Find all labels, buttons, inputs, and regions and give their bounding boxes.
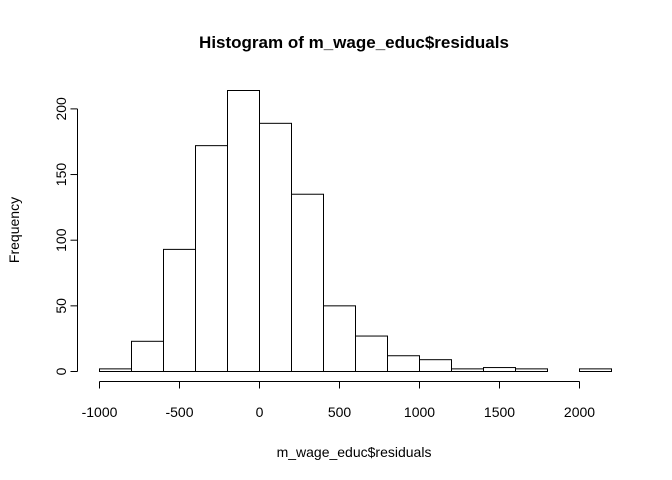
x-axis-tick-label: 500 (328, 404, 352, 420)
histogram-bar (323, 305, 356, 372)
histogram-bar (291, 193, 324, 372)
x-axis-tick-label: -1000 (82, 404, 118, 420)
x-axis-tick-label: -500 (165, 404, 193, 420)
y-axis-tick-label: 200 (53, 97, 69, 121)
x-axis-tick-label: 2000 (564, 404, 595, 420)
x-axis-tick-label: 0 (256, 404, 264, 420)
y-axis-ticks: 0 50 100 150 200 (53, 97, 78, 375)
y-axis-tick-label: 100 (53, 228, 69, 252)
y-axis-tick-label: 0 (53, 367, 69, 375)
histogram-bar (451, 368, 484, 373)
histogram-bars (99, 90, 612, 373)
histogram-bar (99, 368, 132, 373)
histogram-bar (483, 367, 516, 373)
histogram-bar (419, 359, 452, 373)
histogram-bar (227, 90, 260, 372)
x-axis-tick-label: 1500 (484, 404, 515, 420)
x-axis-tick-label: 1000 (404, 404, 435, 420)
x-axis-label: m_wage_educ$residuals (277, 444, 432, 460)
histogram-bar (355, 335, 388, 372)
histogram-bar (195, 145, 228, 372)
histogram-bar (163, 248, 196, 372)
y-axis-tick-label: 150 (53, 163, 69, 187)
histogram-bar (131, 340, 164, 373)
y-axis-tick-label: 50 (53, 298, 69, 314)
histogram-bar (259, 122, 292, 372)
chart-title: Histogram of m_wage_educ$residuals (199, 33, 509, 52)
y-axis-label: Frequency (6, 197, 22, 263)
histogram-bar (515, 368, 548, 373)
histogram-bar (387, 355, 420, 372)
histogram-bar (579, 368, 612, 373)
x-axis-ticks: -1000 -500 0 500 1000 1500 2000 (82, 381, 595, 420)
